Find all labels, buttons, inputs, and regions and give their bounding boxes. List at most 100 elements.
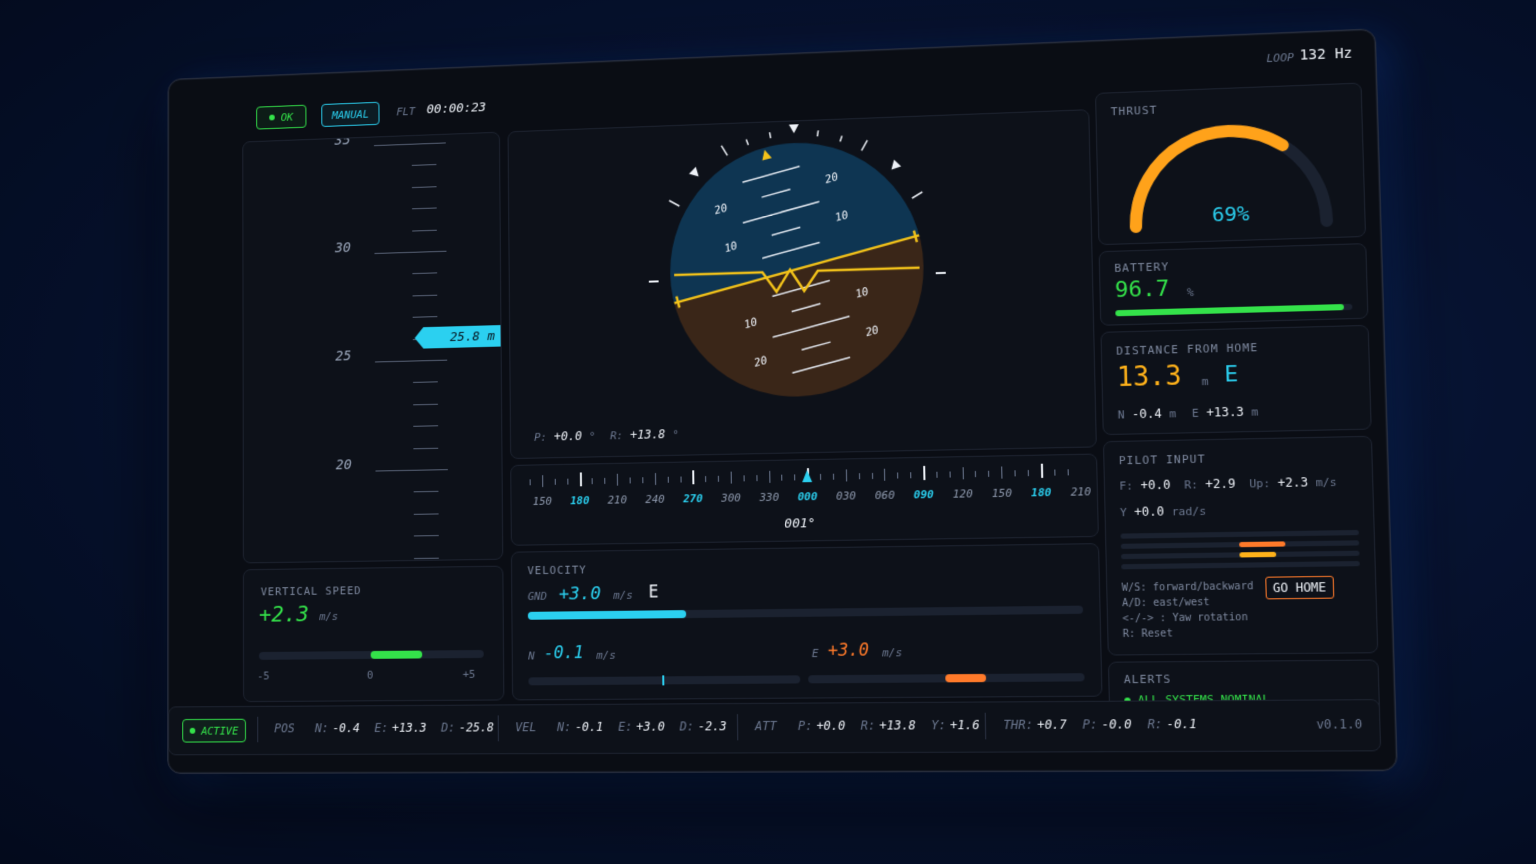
pilot-up-label: Up: (1249, 477, 1270, 491)
vertical-speed-panel: VERTICAL SPEED +2.3 m/s -5 0 +5 (243, 566, 504, 702)
altitude-label-25: 25 (335, 349, 351, 365)
altitude-tick (413, 382, 438, 384)
status-badge: OK (256, 105, 306, 130)
altitude-label-top: 35 (334, 133, 350, 149)
att-y-value: +1.6 (950, 718, 980, 732)
att-r-label: R: (861, 718, 876, 732)
heading-tick (884, 469, 885, 481)
pilot-up-value: +2.3 (1278, 475, 1309, 490)
altitude-tick (412, 186, 437, 188)
roll-tick (861, 140, 867, 150)
heading-label: 240 (645, 493, 665, 506)
dist-n-unit: m (1169, 407, 1176, 420)
fvel-n-value: -0.1 (575, 720, 603, 734)
heading-label: 180 (1031, 486, 1052, 500)
vel-n-label: N (528, 650, 535, 663)
vel-e-unit: m/s (882, 646, 902, 659)
battery-value: 96.7 (1115, 276, 1170, 303)
attitude-indicator: 20 20 10 10 10 10 20 20 (509, 110, 1096, 458)
altitude-tick (375, 360, 447, 363)
heading-major-tick (1041, 464, 1043, 478)
heading-tick (555, 479, 556, 485)
pilot-bar-f (1120, 530, 1358, 539)
heading-label: 120 (953, 487, 973, 500)
status-bar: ACTIVE POS N: -0.4 E: +13.3 D: -25.8 VEL N:… (168, 699, 1381, 755)
altitude-tick (413, 447, 438, 448)
vel-n-unit: m/s (596, 649, 616, 662)
status-dot-icon (270, 115, 276, 121)
altitude-tick (412, 208, 437, 210)
mode-text: MANUAL (332, 107, 369, 121)
version: v0.1.0 (1316, 717, 1362, 732)
altitude-tick (413, 404, 438, 406)
heading-value: 001° (784, 516, 815, 532)
heading-label: 330 (759, 491, 779, 504)
pilot-input-panel: PILOT INPUT F: +0.0 R: +2.9 Up: +2.3 m/s… (1103, 436, 1378, 656)
gnd-dir: E (648, 582, 658, 602)
altitude-tape: 35 30 25 20 25.8 m (242, 132, 503, 564)
heading-label: 210 (608, 493, 628, 506)
pilot-f-value: +0.0 (1140, 478, 1170, 493)
altitude-value: 25.8 m (450, 329, 495, 345)
att-p-value: +0.0 (816, 719, 845, 733)
altitude-tick (413, 425, 438, 427)
gnd-bar (528, 606, 1083, 620)
heading-label: 180 (570, 494, 589, 507)
heading-tick (794, 474, 795, 480)
heading-tick (756, 475, 757, 481)
altitude-tick (414, 535, 439, 536)
fvel-e-label: E: (618, 720, 632, 734)
active-badge: ACTIVE (182, 719, 246, 743)
heading-tick (542, 475, 543, 487)
attitude-ball: 20 20 10 10 10 10 20 20 (509, 110, 1096, 458)
heading-tick (820, 474, 821, 480)
att-label: ATT (755, 719, 777, 733)
heading-pointer-icon (802, 470, 812, 482)
heading-tick (949, 472, 950, 478)
heading-tick (642, 477, 643, 483)
vspeed-label: VERTICAL SPEED (261, 584, 362, 598)
velocity-label: VELOCITY (527, 563, 586, 577)
status-text: OK (281, 110, 293, 123)
dist-n-label: N (1118, 408, 1125, 421)
pitch-unit: ° (589, 430, 596, 443)
altitude-tick (414, 491, 439, 492)
thrust-value: 69% (1212, 201, 1250, 226)
thr-r-value: -0.1 (1166, 717, 1197, 732)
vel-e-value: +3.0 (828, 640, 869, 661)
heading-tape: 150 180 210 240 270 300 330 000 030 060 090 120 150 1… (510, 454, 1099, 546)
mode-button[interactable]: MANUAL (321, 102, 379, 127)
pos-e-label: E: (374, 721, 388, 735)
heading-tick (605, 478, 606, 484)
loop-label: LOOP (1266, 51, 1294, 65)
pos-e-value: +13.3 (392, 721, 427, 735)
roll-value: +13.8 (630, 427, 665, 442)
pilot-y-label: Y (1120, 506, 1127, 519)
heading-label: 000 (798, 490, 818, 503)
go-home-button[interactable]: GO HOME (1265, 576, 1334, 600)
roll-label: R: (610, 429, 623, 442)
pos-label: POS (274, 721, 295, 735)
heading-tick (897, 472, 898, 478)
heading-tick (833, 474, 834, 480)
pilot-bar-y (1121, 561, 1360, 569)
heading-tick (936, 472, 937, 478)
altitude-tick (414, 513, 439, 514)
roll-marker-icon (689, 167, 702, 180)
distance-unit: m (1202, 375, 1209, 388)
pos-d-label: D: (441, 721, 455, 735)
pilot-help-1: A/D: east/west (1122, 594, 1254, 611)
heading-tick (988, 471, 989, 477)
loop-value: 132 Hz (1299, 45, 1352, 63)
heading-label: 270 (683, 492, 703, 505)
heading-tick (655, 473, 656, 485)
vel-e-label: E (812, 647, 819, 660)
pos-n-value: -0.4 (332, 721, 360, 735)
heading-tick (667, 477, 668, 483)
active-dot-icon (190, 728, 196, 734)
pilot-help-2: <-/-> : Yaw rotation (1122, 610, 1254, 627)
pilot-bar-r (1121, 540, 1360, 549)
pilot-f-label: F: (1119, 479, 1133, 492)
battery-bar (1115, 304, 1352, 317)
altitude-tick (413, 316, 438, 318)
